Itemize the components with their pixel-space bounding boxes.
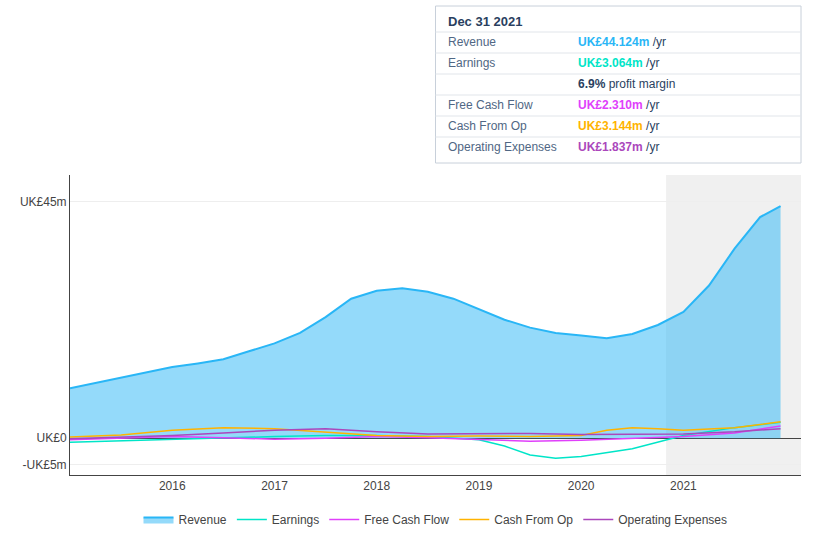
svg-text:UK£44.124m /yr: UK£44.124m /yr xyxy=(578,35,666,49)
svg-text:UK£3.064m /yr: UK£3.064m /yr xyxy=(578,56,659,70)
svg-text:UK£45m: UK£45m xyxy=(20,195,67,209)
svg-text:UK£0: UK£0 xyxy=(37,431,67,445)
svg-text:Operating Expenses: Operating Expenses xyxy=(448,140,557,154)
svg-text:6.9% profit margin: 6.9% profit margin xyxy=(578,77,675,91)
svg-text:Free Cash Flow: Free Cash Flow xyxy=(364,513,449,527)
svg-text:Cash From Op: Cash From Op xyxy=(448,119,527,133)
svg-text:Dec 31 2021: Dec 31 2021 xyxy=(448,14,522,29)
svg-text:-UK£5m: -UK£5m xyxy=(23,458,67,472)
svg-text:2017: 2017 xyxy=(261,479,288,493)
svg-text:Earnings: Earnings xyxy=(448,56,495,70)
svg-text:UK£2.310m /yr: UK£2.310m /yr xyxy=(578,98,659,112)
svg-text:2019: 2019 xyxy=(466,479,493,493)
svg-text:Operating Expenses: Operating Expenses xyxy=(618,513,727,527)
svg-text:2016: 2016 xyxy=(159,479,186,493)
svg-text:2018: 2018 xyxy=(363,479,390,493)
svg-text:UK£3.144m /yr: UK£3.144m /yr xyxy=(578,119,659,133)
svg-text:Revenue: Revenue xyxy=(179,513,227,527)
svg-text:2020: 2020 xyxy=(568,479,595,493)
svg-text:Earnings: Earnings xyxy=(272,513,319,527)
svg-text:UK£1.837m /yr: UK£1.837m /yr xyxy=(578,140,659,154)
svg-text:2021: 2021 xyxy=(670,479,697,493)
svg-text:Revenue: Revenue xyxy=(448,35,496,49)
svg-text:Cash From Op: Cash From Op xyxy=(494,513,573,527)
svg-text:Free Cash Flow: Free Cash Flow xyxy=(448,98,533,112)
